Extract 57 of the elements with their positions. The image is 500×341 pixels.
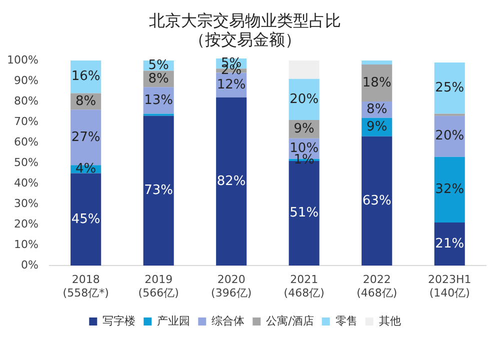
- x-tick-label: 2021 (468亿): [284, 273, 324, 300]
- bar: [216, 97, 247, 266]
- bar: [362, 60, 392, 65]
- text: 北京大宗交易物业类型占比: [149, 10, 341, 30]
- bar: [288, 60, 320, 79]
- data-label: 13%: [144, 92, 174, 108]
- x-tick-label: 2018 (558亿*): [62, 273, 109, 300]
- data-label: 8%: [366, 102, 388, 118]
- legend-label: 其他: [378, 314, 401, 328]
- y-tick-label: 50%: [14, 156, 38, 169]
- bar: [362, 136, 392, 266]
- legend-label: 零售: [335, 314, 358, 328]
- data-label: 45%: [71, 212, 100, 227]
- y-tick-label: 60%: [14, 135, 38, 148]
- data-label: 63%: [362, 193, 392, 208]
- data-label: 9%: [366, 120, 388, 134]
- data-label: 8%: [148, 71, 169, 86]
- bar: [434, 62, 465, 114]
- bar: [143, 116, 174, 266]
- bar: [434, 156, 465, 223]
- x-tick-label: 2020 (396亿): [211, 273, 252, 300]
- data-label: 32%: [435, 182, 464, 198]
- y-tick-label: 30%: [14, 196, 38, 210]
- y-tick-label: 100%: [6, 53, 38, 66]
- data-label: 51%: [290, 206, 319, 221]
- data-label: 5%: [148, 58, 169, 73]
- y-tick-label: 90%: [14, 74, 38, 87]
- y-tick-label: 70%: [14, 114, 38, 128]
- bar: [434, 222, 465, 266]
- y-tick-label: 0%: [20, 258, 38, 272]
- y-tick-label: 20%: [14, 217, 38, 230]
- data-label: 20%: [290, 92, 319, 107]
- data-label: 21%: [435, 236, 464, 252]
- y-tick-label: 10%: [14, 238, 38, 251]
- data-label: 18%: [362, 75, 392, 90]
- data-label: 8%: [76, 94, 96, 109]
- data-label: 12%: [216, 77, 246, 92]
- data-label: 25%: [435, 80, 464, 96]
- legend-label: 综合体: [212, 314, 245, 328]
- data-label: 4%: [76, 162, 96, 177]
- x-tick-label: 2019 (566亿): [138, 273, 179, 300]
- data-label: 73%: [144, 183, 174, 198]
- x-tick-label: 2023H1 (140亿): [428, 273, 472, 300]
- bar: [434, 116, 465, 157]
- data-label: 27%: [71, 130, 100, 145]
- data-label: 16%: [71, 69, 100, 84]
- bar: [70, 173, 102, 266]
- legend-label: 写字楼: [102, 314, 136, 328]
- data-label: 9%: [294, 122, 314, 137]
- legend-label: 公寓/酒店: [266, 314, 314, 328]
- data-label: 20%: [435, 128, 464, 144]
- y-tick-label: 40%: [14, 176, 38, 190]
- y-tick-label: 80%: [14, 94, 38, 108]
- data-label: 82%: [216, 174, 246, 189]
- x-tick-label: 2022 (468亿): [356, 273, 398, 300]
- text: （按交易金额）: [189, 30, 301, 49]
- legend-label: 产业园: [157, 314, 190, 328]
